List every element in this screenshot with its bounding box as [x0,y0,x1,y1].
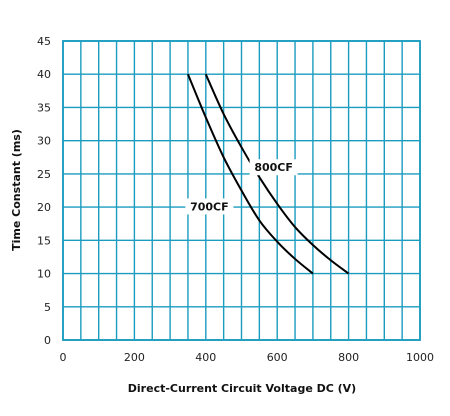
plot-frame [62,40,421,341]
grid [62,40,421,341]
curve-label-700cf: 700CF [190,200,229,213]
y-tick-label: 35 [37,101,51,114]
x-tick-label: 1000 [406,351,434,364]
y-tick-label: 30 [37,135,51,148]
x-tick-label: 400 [195,351,216,364]
x-axis-ticks: 0 200 400 600 800 1000 [60,351,435,364]
y-tick-label: 15 [37,234,51,247]
curve-800cf [204,73,350,275]
y-tick-label: 20 [37,201,51,214]
y-tick-label: 10 [37,268,51,281]
y-tick-label: 40 [37,68,51,81]
curves: 700CF 800CF [185,73,350,275]
y-axis-ticks: 0 5 10 15 20 25 30 35 40 45 [37,35,51,347]
y-tick-label: 45 [37,35,51,48]
curve-label-background [249,159,298,176]
y-tick-label: 25 [37,168,51,181]
y-axis-title: Time Constant (ms) [10,129,23,251]
x-tick-label: 200 [124,351,145,364]
curve-label-800cf: 800CF [254,161,293,174]
x-tick-label: 0 [60,351,67,364]
x-tick-label: 800 [338,351,359,364]
y-tick-label: 5 [44,301,51,314]
y-tick-label: 0 [44,334,51,347]
x-tick-label: 600 [267,351,288,364]
curve-700cf [187,73,314,275]
x-axis-title: Direct-Current Circuit Voltage DC (V) [128,382,356,395]
curve-label-background [185,198,234,215]
